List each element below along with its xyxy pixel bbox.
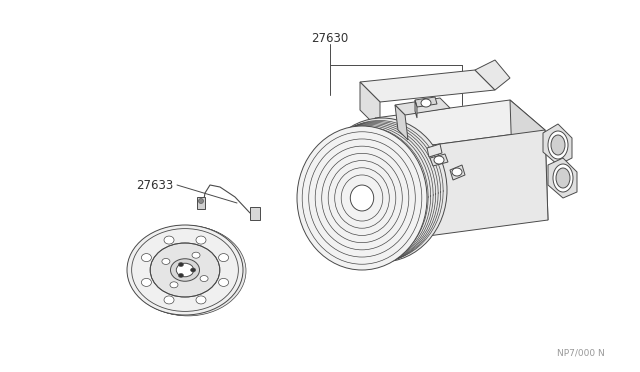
Ellipse shape bbox=[219, 254, 228, 262]
Ellipse shape bbox=[198, 199, 204, 203]
Ellipse shape bbox=[164, 236, 174, 244]
Polygon shape bbox=[360, 82, 380, 130]
Ellipse shape bbox=[176, 263, 194, 277]
Polygon shape bbox=[197, 197, 205, 209]
Ellipse shape bbox=[556, 168, 570, 188]
Ellipse shape bbox=[297, 126, 427, 270]
Ellipse shape bbox=[141, 278, 152, 286]
Ellipse shape bbox=[421, 99, 431, 107]
Polygon shape bbox=[548, 158, 577, 198]
Ellipse shape bbox=[170, 282, 178, 288]
Ellipse shape bbox=[219, 278, 228, 286]
Polygon shape bbox=[360, 70, 495, 102]
Polygon shape bbox=[430, 154, 448, 166]
Ellipse shape bbox=[141, 254, 152, 262]
Polygon shape bbox=[510, 100, 548, 220]
Ellipse shape bbox=[179, 263, 184, 267]
Polygon shape bbox=[450, 165, 465, 180]
Ellipse shape bbox=[191, 268, 196, 272]
Text: NP7/000 N: NP7/000 N bbox=[557, 349, 605, 358]
Text: 27633: 27633 bbox=[136, 179, 173, 192]
Ellipse shape bbox=[128, 225, 244, 315]
Ellipse shape bbox=[452, 168, 462, 176]
Ellipse shape bbox=[164, 296, 174, 304]
Ellipse shape bbox=[350, 185, 374, 211]
Polygon shape bbox=[395, 105, 408, 140]
Polygon shape bbox=[410, 130, 548, 238]
Ellipse shape bbox=[130, 226, 246, 316]
Ellipse shape bbox=[196, 296, 206, 304]
Ellipse shape bbox=[129, 225, 245, 315]
Ellipse shape bbox=[192, 252, 200, 258]
Polygon shape bbox=[250, 207, 260, 220]
Ellipse shape bbox=[150, 243, 220, 297]
Ellipse shape bbox=[317, 118, 447, 262]
Polygon shape bbox=[475, 60, 510, 90]
Ellipse shape bbox=[200, 276, 208, 282]
Ellipse shape bbox=[553, 164, 573, 192]
Ellipse shape bbox=[551, 135, 565, 155]
Polygon shape bbox=[395, 98, 450, 115]
Polygon shape bbox=[415, 97, 437, 107]
Text: 27630: 27630 bbox=[312, 32, 349, 45]
Ellipse shape bbox=[162, 259, 170, 264]
Polygon shape bbox=[375, 118, 413, 238]
Ellipse shape bbox=[434, 156, 444, 164]
Ellipse shape bbox=[170, 259, 200, 281]
Polygon shape bbox=[415, 100, 417, 118]
Ellipse shape bbox=[548, 131, 568, 159]
Ellipse shape bbox=[179, 273, 184, 278]
Polygon shape bbox=[375, 100, 545, 148]
Polygon shape bbox=[543, 124, 572, 165]
Ellipse shape bbox=[196, 236, 206, 244]
Ellipse shape bbox=[127, 225, 243, 315]
Polygon shape bbox=[427, 144, 442, 157]
